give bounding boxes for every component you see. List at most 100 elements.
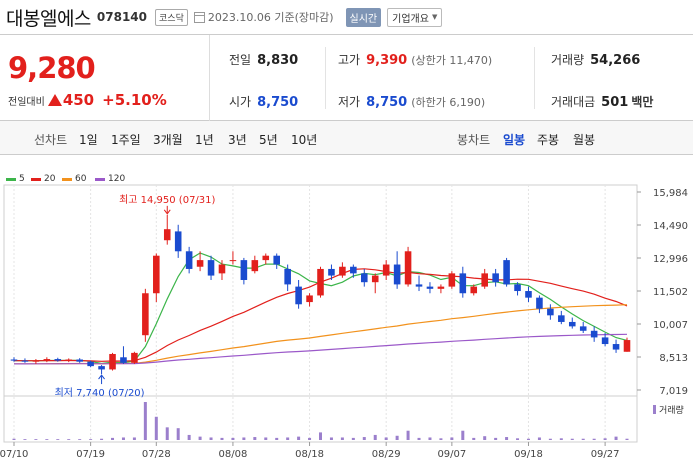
chart-period-bar: 선차트 1일 1주일 3개월 1년 3년 5년 10년 봉차트 일봉 주봉 월봉 xyxy=(0,121,693,155)
candle-weekly[interactable]: 주봉 xyxy=(537,133,560,147)
amount-value: 501 xyxy=(601,95,629,110)
candle-body xyxy=(371,275,379,283)
candle-body xyxy=(393,264,401,285)
company-overview-label: 기업개요 xyxy=(392,13,429,25)
volume-bar xyxy=(143,402,147,440)
candle-body xyxy=(525,291,532,298)
candle-body xyxy=(404,251,412,285)
x-tick-label: 09/27 xyxy=(591,449,620,460)
volume-bar xyxy=(581,438,585,440)
legend-swatch xyxy=(95,177,105,181)
prev-close-value: 8,830 xyxy=(257,53,299,68)
y-tick-label: 11,502 xyxy=(653,287,688,298)
y-tick-label: 12,996 xyxy=(653,254,688,265)
legend-label: 120 xyxy=(108,174,126,184)
candle-body xyxy=(185,251,193,269)
candle-chart-label: 봉차트 xyxy=(457,133,491,147)
candle-body xyxy=(273,255,280,265)
company-overview-dropdown[interactable]: 기업개요 ▼ xyxy=(387,7,443,27)
legend-ma60: 60 xyxy=(62,174,86,184)
period-1d[interactable]: 1일 xyxy=(79,133,98,147)
stock-chart[interactable]: 5 20 60 120 15,984 14,490 12,996 11,502 10,0… xyxy=(0,155,693,474)
period-10y[interactable]: 10년 xyxy=(291,133,318,147)
candle-body xyxy=(481,273,488,287)
volume-bar xyxy=(450,437,454,440)
legend-label: 60 xyxy=(75,174,87,184)
min-arrow-head xyxy=(98,374,105,380)
period-5y[interactable]: 5년 xyxy=(259,133,278,147)
volume-bar xyxy=(472,437,476,440)
amount-stat: 거래대금 501 백만 xyxy=(551,93,653,110)
legend-swatch xyxy=(62,177,72,181)
base-date: 2023.10.06 기준(장마감) xyxy=(207,11,334,24)
volume-bar xyxy=(340,437,344,440)
volume-bar xyxy=(461,430,465,440)
volume-bar xyxy=(121,437,125,440)
amount-label: 거래대금 xyxy=(551,95,596,109)
volume-bar xyxy=(395,435,399,440)
high-value: 9,390 xyxy=(366,53,408,68)
y-tick-label: 10,007 xyxy=(653,320,688,331)
chevron-down-icon: ▼ xyxy=(431,13,438,21)
volume-bar xyxy=(603,438,607,440)
candle-body xyxy=(142,293,149,336)
y-tick-label: 7,019 xyxy=(659,386,688,397)
candle-monthly[interactable]: 월봉 xyxy=(573,133,596,147)
candle-body xyxy=(54,359,62,361)
change-value: 450 xyxy=(62,91,95,109)
x-tick-label: 09/18 xyxy=(514,449,543,460)
candle-body xyxy=(163,229,171,241)
volume-bar xyxy=(362,437,366,440)
volume-bar xyxy=(231,437,235,440)
candle-daily[interactable]: 일봉 xyxy=(503,133,526,147)
volume-bar xyxy=(100,438,104,440)
volume-label: 거래량 xyxy=(659,404,684,416)
candle-body xyxy=(415,284,423,287)
volume-bar xyxy=(351,437,355,440)
open-stat: 시가 8,750 xyxy=(229,93,298,110)
min-price-label: 최저 7,740 (07/20) xyxy=(55,387,145,399)
realtime-button[interactable]: 실시간 xyxy=(345,7,382,27)
volume-bar xyxy=(384,437,388,440)
period-3m[interactable]: 3개월 xyxy=(153,133,183,147)
period-1y[interactable]: 1년 xyxy=(195,133,214,147)
x-tick-label: 07/19 xyxy=(76,449,105,460)
upper-limit: (상한가 11,470) xyxy=(411,54,493,67)
period-3y[interactable]: 3년 xyxy=(228,133,247,147)
volume-bar xyxy=(297,436,301,440)
legend-ma20: 20 xyxy=(31,174,55,184)
candle-body xyxy=(579,326,587,331)
high-stat: 고가 9,390 (상한가 11,470) xyxy=(338,51,492,68)
candle-body xyxy=(612,344,620,350)
max-arrow-head xyxy=(163,209,171,215)
ma120-line xyxy=(14,333,628,365)
volume-bar xyxy=(614,436,618,440)
volume-bar xyxy=(253,437,257,440)
candle-body xyxy=(10,359,18,361)
x-tick-label: 09/07 xyxy=(437,449,466,460)
volume-bar xyxy=(198,436,202,440)
volume-bar xyxy=(592,438,596,440)
volume-bar xyxy=(34,439,38,440)
volume-bar xyxy=(417,437,421,440)
volume-bar xyxy=(406,430,410,440)
volume-bar xyxy=(132,437,136,440)
volume-bar xyxy=(242,437,246,440)
x-tick-label: 07/28 xyxy=(142,449,171,460)
candle-body xyxy=(503,260,510,285)
period-1w[interactable]: 1주일 xyxy=(111,133,141,147)
volume-bar xyxy=(329,437,333,440)
change-label: 전일대비 xyxy=(8,97,45,108)
volume-bar xyxy=(264,437,268,440)
x-tick-label: 08/18 xyxy=(295,449,324,460)
legend-label: 5 xyxy=(19,174,25,184)
candle-body xyxy=(317,268,324,296)
column-divider xyxy=(534,47,535,109)
volume-bar xyxy=(56,439,60,440)
candle-body xyxy=(601,337,609,345)
volume-bar xyxy=(559,438,563,440)
legend-ma5: 5 xyxy=(6,174,25,184)
candle-body xyxy=(32,360,40,362)
legend-swatch xyxy=(31,177,41,181)
volume-bar xyxy=(537,437,541,440)
